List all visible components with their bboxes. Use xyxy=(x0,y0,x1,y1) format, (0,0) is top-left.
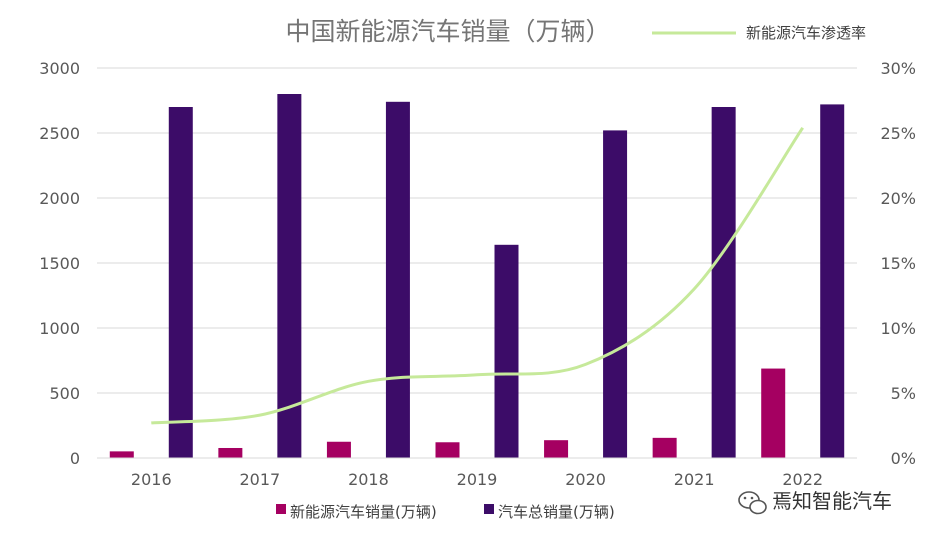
wechat-icon xyxy=(738,491,767,515)
bar-nev-sales xyxy=(761,368,786,458)
bar-nev-sales xyxy=(218,447,243,458)
legend-swatch-total xyxy=(484,504,494,514)
y-left-tick-label: 1000 xyxy=(39,319,80,338)
x-tick-label: 2021 xyxy=(674,470,715,489)
bar-nev-sales xyxy=(109,451,134,458)
x-tick-label: 2016 xyxy=(131,470,172,489)
bars xyxy=(109,94,845,459)
watermark: 焉知智能汽车 xyxy=(738,489,892,515)
bar-total-sales xyxy=(494,244,519,458)
y-right-tick-label: 30% xyxy=(880,59,916,78)
legend-label-total: 汽车总销量(万辆) xyxy=(498,503,615,521)
axes: 0 500 1000 1500 2000 2500 3000 0% 5% 10% 15% 20% 25%… xyxy=(39,59,916,489)
bar-total-sales xyxy=(385,101,410,459)
y-right-tick-label: 10% xyxy=(880,319,916,338)
bar-total-sales xyxy=(711,107,736,458)
x-tick-label: 2020 xyxy=(565,470,606,489)
x-tick-label: 2018 xyxy=(348,470,389,489)
x-tick-label: 2019 xyxy=(457,470,498,489)
line-legend: 新能源汽车渗透率 xyxy=(652,24,866,42)
bar-total-sales xyxy=(820,104,845,459)
y-right-tick-label: 15% xyxy=(880,254,916,273)
y-left-tick-label: 1500 xyxy=(39,254,80,273)
line-series xyxy=(151,126,804,425)
gridlines xyxy=(97,67,857,394)
y-left-tick-label: 0 xyxy=(70,449,80,468)
y-left-tick-label: 2500 xyxy=(39,124,80,143)
y-left-tick-label: 3000 xyxy=(39,59,80,78)
y-right-tick-label: 0% xyxy=(891,449,916,468)
bar-total-sales xyxy=(603,130,628,458)
bar-total-sales xyxy=(277,94,302,458)
chart-title: 中国新能源汽车销量（万辆） xyxy=(285,17,610,46)
bar-nev-sales xyxy=(326,441,351,458)
bar-nev-sales xyxy=(544,440,569,458)
bar-total-sales xyxy=(168,107,193,458)
y-right-tick-label: 5% xyxy=(891,384,916,403)
legend-label-nev: 新能源汽车销量(万辆) xyxy=(290,503,437,521)
x-tick-label: 2022 xyxy=(782,470,823,489)
bar-nev-sales xyxy=(435,442,460,458)
y-left-tick-label: 500 xyxy=(49,384,80,403)
line-legend-label: 新能源汽车渗透率 xyxy=(746,24,866,42)
bar-legend: 新能源汽车销量(万辆) 汽车总销量(万辆) xyxy=(276,503,615,521)
legend-swatch-nev xyxy=(276,504,286,514)
x-tick-label: 2017 xyxy=(239,470,280,489)
y-left-tick-label: 2000 xyxy=(39,189,80,208)
bar-nev-sales xyxy=(652,437,677,458)
watermark-text: 焉知智能汽车 xyxy=(772,489,892,513)
y-right-tick-label: 20% xyxy=(880,189,916,208)
penetration-rate-line xyxy=(151,126,804,425)
y-right-tick-label: 25% xyxy=(880,124,916,143)
